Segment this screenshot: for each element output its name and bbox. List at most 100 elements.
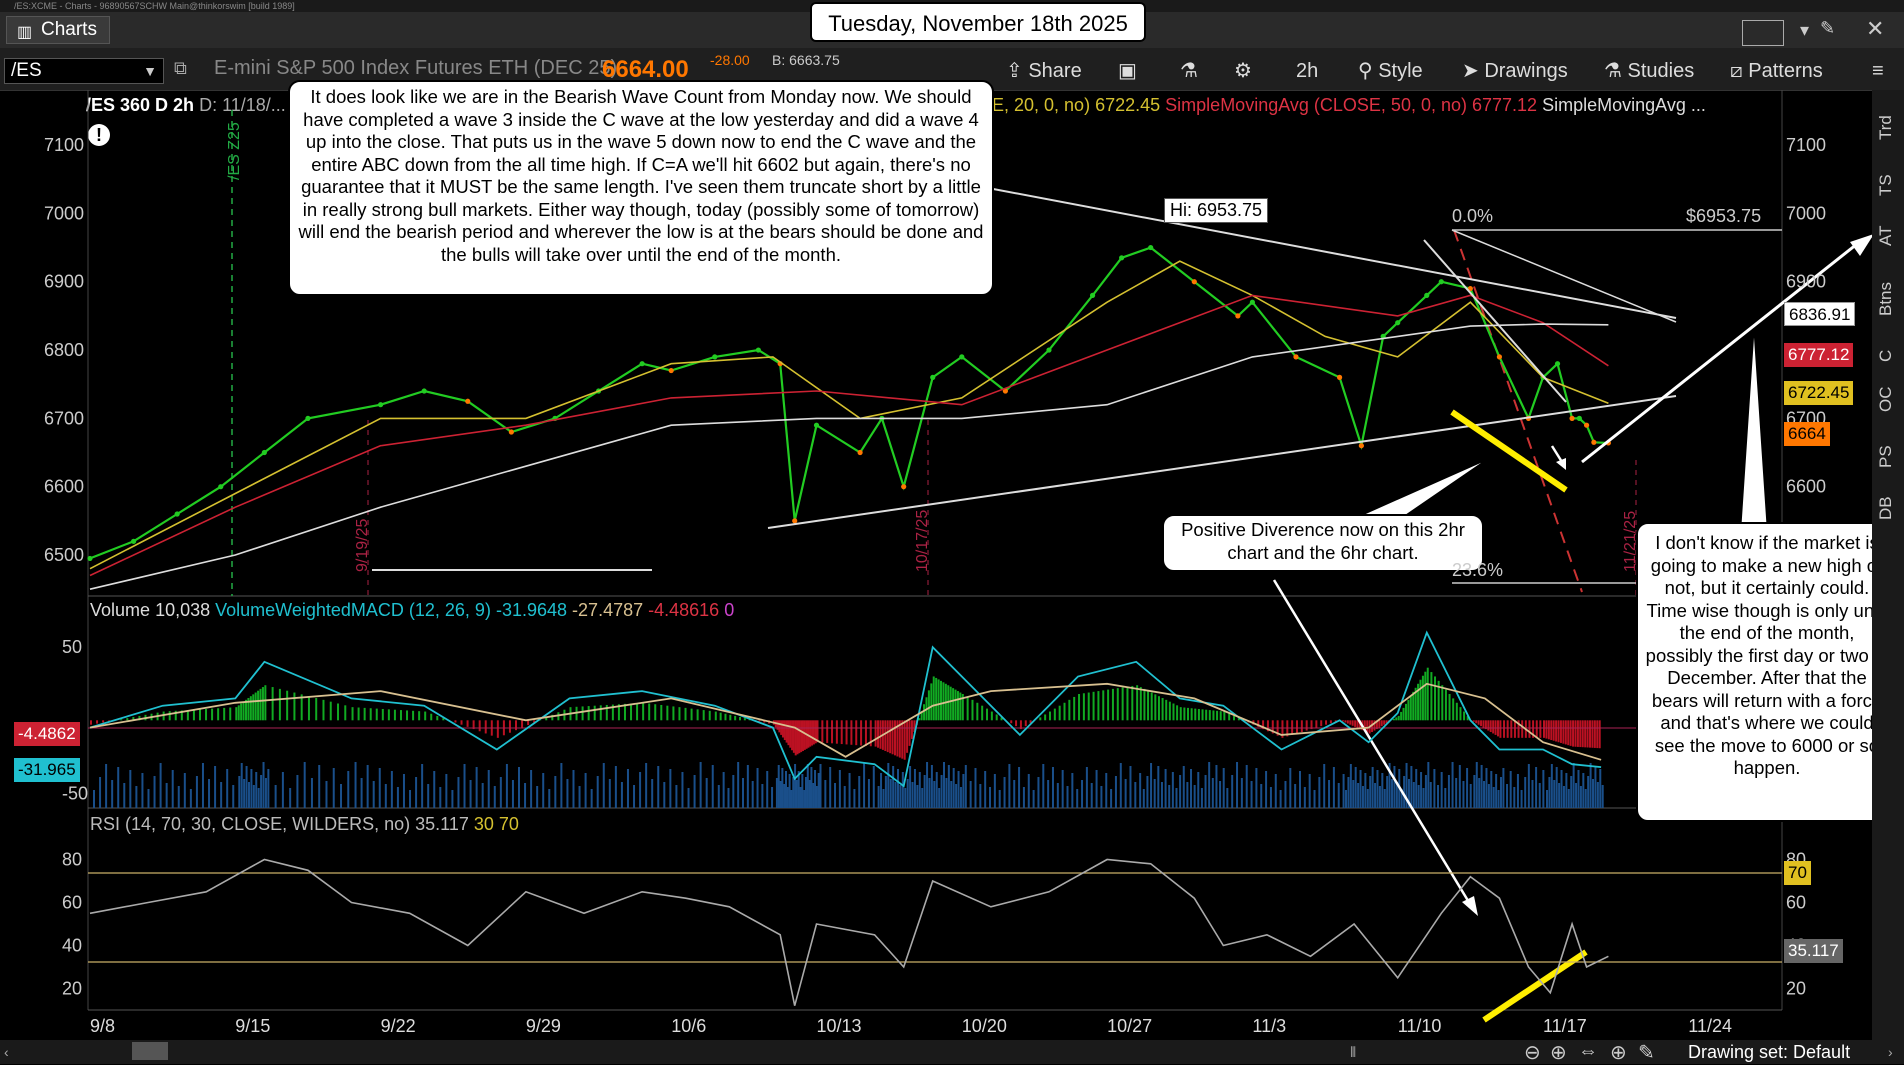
macd-hist-bar [229,708,231,721]
volume-bar [1381,773,1383,808]
symbol-dropdown-icon[interactable]: ▼ [143,59,157,83]
volume-bar [924,775,926,808]
macd-hist-bar [337,704,339,721]
volume-bar [849,773,851,808]
date-label: Tuesday, November 18th 2025 [810,2,1146,42]
macd-hist-bar [193,710,195,721]
crosshair-icon[interactable]: ⊕ [1610,1040,1627,1065]
flask-icon[interactable]: ⚗ [1180,56,1198,86]
volume-bar [178,786,180,808]
sidebar-tab-ts[interactable]: TS [1876,174,1896,196]
sidebar-tab-db[interactable]: DB [1876,496,1896,520]
macd-hist-bar [217,708,219,720]
style-button[interactable]: ⚲ Style [1358,56,1423,86]
volume-bar [451,790,453,808]
volume-bar [260,775,262,808]
macd-hist-bar [315,698,317,720]
drawing-set-label[interactable]: Drawing set: Default [1688,1042,1850,1063]
scroll-left-icon[interactable]: ‹ [4,1044,9,1060]
volume-bar [1448,775,1450,808]
volume-bar [1372,767,1374,808]
macd-hist-bar [892,720,894,754]
macd-hist-bar [406,710,408,720]
menu-icon[interactable]: ≡ [1872,56,1884,86]
macd-hist-bar [685,708,687,720]
macd-diff-value: -4.48616 [648,600,719,620]
volume-bar [208,779,210,808]
volume-bar [241,763,243,808]
volume-bar [1033,790,1035,808]
macd-hist-bar [1507,720,1509,738]
scrollbar-thumb[interactable]: ⦀ [1350,1044,1356,1061]
volume-bar [938,788,940,808]
macd-hist-bar [957,691,959,720]
macd-hist-bar [515,720,517,730]
volume-bar [500,777,502,808]
layout-box[interactable] [1742,20,1784,46]
tab-charts[interactable]: ▥ Charts [6,16,110,44]
macd-hist-bar [1078,694,1080,720]
zoom-out-icon[interactable]: ⊖ [1524,1040,1541,1065]
link-icon[interactable]: ⧉ [174,58,187,79]
timeframe-button[interactable]: 2h [1296,56,1318,86]
macd-hist-bar [454,720,456,722]
cursor-icon: ➤ [1462,60,1484,82]
macd-hist-bar [1445,690,1447,721]
share-button[interactable]: ⇪ Share [1006,56,1082,86]
volume-bar [1410,766,1412,808]
macd-hist-bar [1198,709,1200,720]
macd-hist-bar [1456,703,1458,721]
gear-icon[interactable]: ⚙ [1234,56,1252,86]
volume-bar [609,779,611,808]
volume-bar [1139,773,1141,808]
sidebar-tab-btns[interactable]: Btns [1876,282,1896,316]
pin-icon[interactable]: ✎ [1820,18,1835,39]
volume-bar [1470,784,1472,808]
volume-bar [931,765,933,808]
macd-hist-bar [879,720,881,749]
dropdown-icon[interactable]: ▾ [1800,20,1809,41]
sidebar-tab-trd[interactable]: Trd [1876,115,1896,140]
volume-bar [275,785,277,808]
macd-hist-bar [260,689,262,720]
zoom-in-icon[interactable]: ⊕ [1550,1040,1567,1065]
scroll-start-button[interactable] [132,1042,168,1060]
price-y-tick-left: 6900 [44,272,84,292]
volume-bar [615,766,617,808]
volume-bar [1150,763,1152,808]
volume-bar [1561,770,1563,808]
sidebar-tab-ps[interactable]: PS [1876,445,1896,468]
studies-button[interactable]: ⚗ Studies [1604,56,1694,86]
volume-bar [566,779,568,808]
sidebar-tab-oc[interactable]: OC [1876,387,1896,413]
sidebar-tab-at[interactable]: AT [1876,226,1896,246]
patterns-button[interactable]: ⧄ Patterns [1730,56,1823,86]
volume-bar [141,773,143,808]
volume-bar [1415,769,1417,808]
volume-bar [926,762,928,808]
volume-bar [248,782,250,808]
close-icon[interactable]: ✕ [1866,16,1884,42]
macd-hist-bar [1352,720,1354,725]
symbol-input[interactable]: /ES ▼ [4,58,164,84]
scroll-right-icon[interactable]: › [1888,1044,1893,1060]
snapshot-icon[interactable]: ▣ [1118,56,1137,86]
volume-bar [814,770,816,808]
drawing-tool-icon[interactable]: ✎ [1638,1040,1655,1065]
x-tick: 10/13 [817,1016,862,1036]
volume-bar [928,778,930,808]
macd-hist-bar [630,704,632,721]
volume-bar [1289,768,1291,808]
macd-hist-bar [1354,720,1356,727]
fib-0-price: $6953.75 [1686,206,1761,227]
volume-bar [706,778,708,808]
macd-hist-bar [1158,696,1160,720]
pan-icon[interactable]: ⇔ [1578,1040,1598,1063]
drawings-button[interactable]: ➤ Drawings [1462,56,1568,86]
x-tick: 10/6 [671,1016,706,1036]
volume-bar [1488,784,1490,808]
volume-bar [807,764,809,808]
sidebar-tab-c[interactable]: C [1876,350,1896,362]
macd-hist-bar [1410,696,1412,720]
price-point [1119,255,1124,260]
